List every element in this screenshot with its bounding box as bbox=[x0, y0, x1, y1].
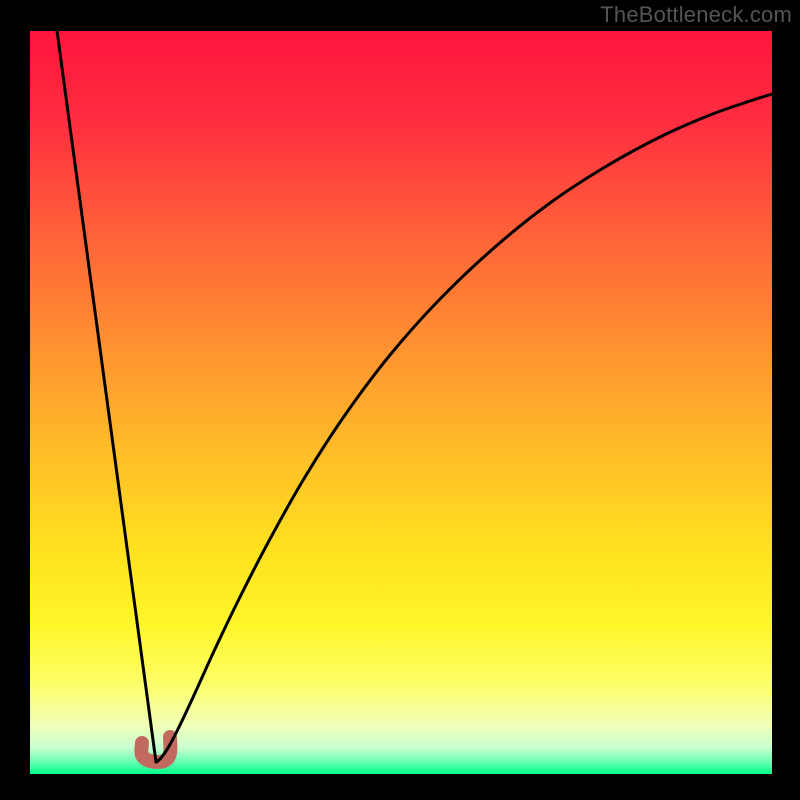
watermark-text: TheBottleneck.com bbox=[600, 2, 792, 28]
curve-layer bbox=[30, 31, 772, 774]
right-asymptotic-curve bbox=[156, 94, 772, 762]
chart-container: TheBottleneck.com bbox=[0, 0, 800, 800]
left-descending-line bbox=[57, 31, 156, 762]
plot-area bbox=[30, 31, 772, 774]
